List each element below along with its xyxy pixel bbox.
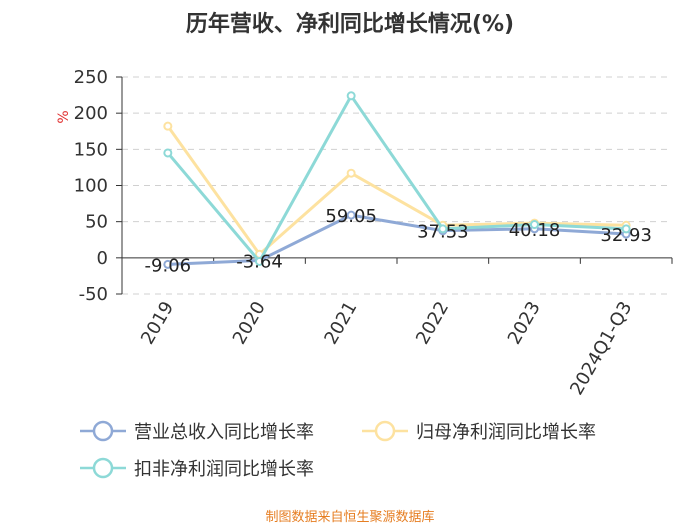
data-point bbox=[346, 91, 356, 101]
data-label: -3.64 bbox=[236, 251, 283, 272]
x-tick-label: 2023 bbox=[504, 298, 545, 348]
x-tick-label: 2021 bbox=[320, 298, 361, 348]
data-point bbox=[163, 148, 173, 158]
x-tick-label: 2022 bbox=[412, 298, 453, 348]
series-line bbox=[167, 213, 627, 266]
x-tick-label: 2024Q1-Q3 bbox=[566, 298, 636, 399]
data-label: 32.93 bbox=[600, 225, 652, 246]
data-label: -9.06 bbox=[145, 255, 192, 276]
y-tick-label: 250 bbox=[74, 67, 108, 88]
legend-swatch-revenue bbox=[80, 420, 126, 442]
data-point bbox=[346, 210, 356, 220]
legend-label-revenue[interactable]: 营业总收入同比增长率 bbox=[134, 422, 314, 443]
data-label: 40.18 bbox=[509, 220, 561, 241]
series-line bbox=[166, 94, 627, 263]
data-point bbox=[438, 224, 448, 234]
data-label: 37.53 bbox=[417, 222, 469, 243]
data-point bbox=[163, 121, 173, 131]
y-tick-label: -50 bbox=[79, 284, 108, 305]
series-line bbox=[166, 125, 627, 256]
legend-swatch-deducted-net-profit bbox=[80, 457, 126, 479]
legend-swatch-net-profit bbox=[362, 420, 408, 442]
y-tick-label: 0 bbox=[97, 248, 108, 269]
x-tick-label: 2020 bbox=[229, 298, 270, 348]
legend-label-deducted-net-profit[interactable]: 扣非净利润同比增长率 bbox=[134, 459, 314, 480]
data-point bbox=[530, 220, 539, 230]
y-tick-label: 150 bbox=[74, 139, 108, 160]
y-tick-label: 200 bbox=[74, 103, 108, 124]
data-point bbox=[346, 168, 356, 178]
data-label: 59.05 bbox=[325, 206, 377, 227]
data-point bbox=[163, 259, 173, 269]
data-point bbox=[255, 256, 264, 266]
x-tick-label: 2019 bbox=[137, 298, 178, 348]
y-tick-label: 100 bbox=[74, 176, 108, 197]
data-source-note: 制图数据来自恒生聚源数据库 bbox=[265, 510, 435, 525]
legend-label-net-profit[interactable]: 归母净利润同比增长率 bbox=[416, 422, 596, 443]
data-point bbox=[621, 224, 631, 234]
y-tick-label: 50 bbox=[85, 212, 108, 233]
y-axis-unit-label: % bbox=[56, 110, 72, 123]
chart-title: 历年营收、净利同比增长情况(%) bbox=[185, 12, 515, 37]
